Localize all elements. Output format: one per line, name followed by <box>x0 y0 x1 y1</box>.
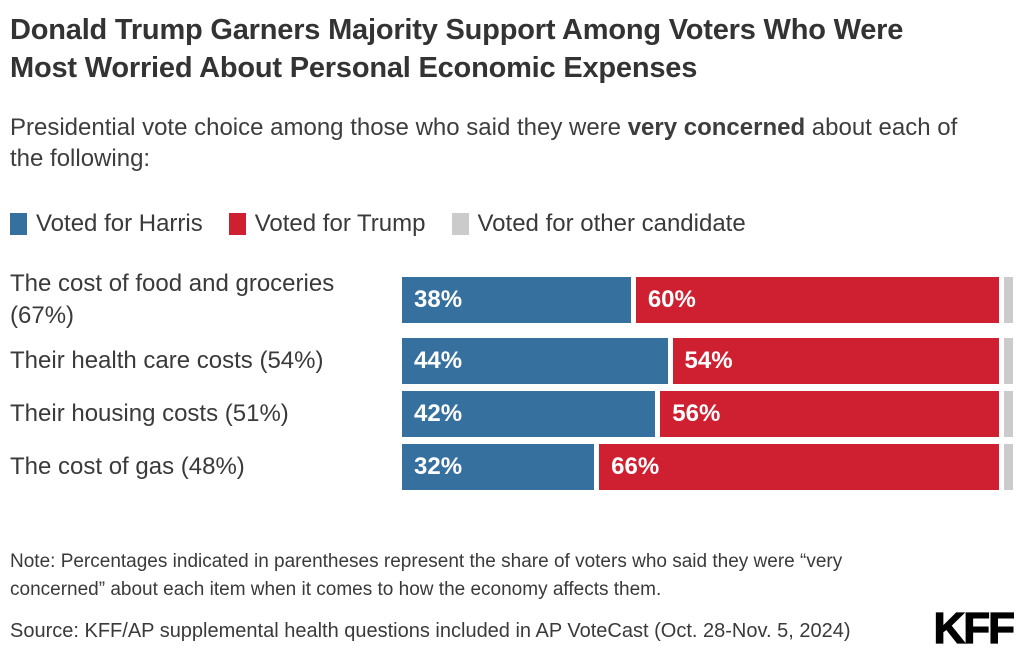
bar-segment-trump: 54% <box>672 337 1000 384</box>
bar-segment-trump: 66% <box>599 443 1000 490</box>
bar-value-label: 54% <box>684 346 733 374</box>
bar-value-label: 66% <box>611 452 660 480</box>
legend-label: Voted for other candidate <box>477 210 746 238</box>
category-label: Their health care costs (54%) <box>10 347 324 375</box>
bar-area: 42% 56% <box>402 390 1013 437</box>
legend-item-voted-for-other-candidate: Voted for other candidate <box>451 210 746 238</box>
bar-segment-harris: 32% <box>402 443 595 490</box>
bar-segment-harris: 42% <box>402 390 656 437</box>
legend-label: Voted for Harris <box>36 210 203 238</box>
chart-row: The cost of food and groceries (67%) 38% 6… <box>10 268 1013 330</box>
bar-segment-harris: 38% <box>402 276 631 323</box>
legend-label: Voted for Trump <box>254 210 426 238</box>
bar-segment-trump: 56% <box>660 390 1000 437</box>
legend-swatch-icon <box>228 213 246 236</box>
footer-row: Source: KFF/AP supplemental health quest… <box>10 603 1016 653</box>
bar-value-label: 38% <box>414 285 463 313</box>
category-label: The cost of gas (48%) <box>10 453 245 481</box>
chart-row: Their housing costs (51%) 42% 56% <box>10 390 1013 437</box>
bar-area: 44% 54% <box>402 337 1013 384</box>
bar-segment-other <box>1004 443 1013 490</box>
bar-value-label: 42% <box>414 399 463 427</box>
legend-swatch-icon <box>451 213 469 236</box>
chart-title: Donald Trump Garners Majority Support Am… <box>10 14 904 84</box>
subtitle-prefix: Presidential vote choice among those who… <box>10 113 628 141</box>
bar-value-label: 56% <box>672 399 721 427</box>
chart-subtitle: Presidential vote choice among those who… <box>10 112 975 174</box>
chart-row: The cost of gas (48%) 32% 66% <box>10 443 1013 490</box>
chart-legend: Voted for Harris Voted for Trump Voted for… <box>10 210 1013 238</box>
bar-area: 32% 66% <box>402 443 1013 490</box>
subtitle-suffix: about each of the following: <box>10 113 958 173</box>
legend-item-voted-for-trump: Voted for Trump <box>228 210 426 238</box>
category-label: The cost of food and groceries (67%) <box>10 270 335 329</box>
bar-value-label: 32% <box>414 452 463 480</box>
bar-segment-other <box>1004 390 1013 437</box>
kff-logo: KFF <box>933 603 1016 653</box>
legend-item-voted-for-harris: Voted for Harris <box>10 210 203 238</box>
chart-row: Their health care costs (54%) 44% 54% <box>10 337 1013 384</box>
bar-value-label: 44% <box>414 346 463 374</box>
bar-value-label: 60% <box>647 285 696 313</box>
bar-segment-other <box>1004 276 1013 323</box>
bar-segment-other <box>1004 337 1013 384</box>
legend-swatch-icon <box>10 213 27 236</box>
bar-segment-trump: 60% <box>635 276 1000 323</box>
stacked-bar-chart: The cost of food and groceries (67%) 38% 6… <box>10 268 1013 490</box>
bar-segment-harris: 44% <box>402 337 668 384</box>
footnote: Note: Percentages indicated in parenthes… <box>10 550 843 600</box>
subtitle-bold-phrase: very concerned <box>627 113 806 141</box>
source-text: Source: KFF/AP supplemental health quest… <box>10 620 851 643</box>
bar-area: 38% 60% <box>402 276 1013 323</box>
category-label: Their housing costs (51%) <box>10 400 289 428</box>
